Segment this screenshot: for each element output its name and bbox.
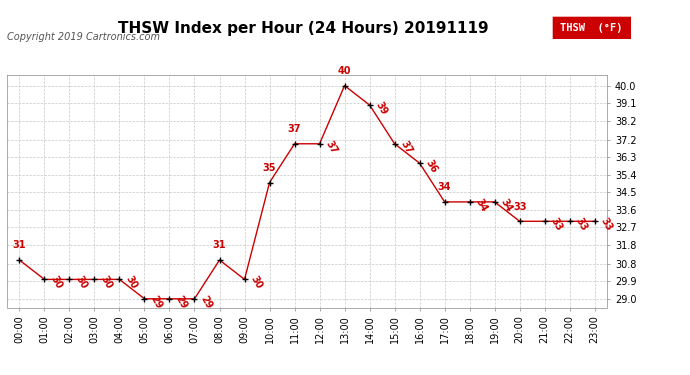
- Text: 39: 39: [373, 100, 388, 117]
- Text: 31: 31: [12, 240, 26, 250]
- Text: 36: 36: [424, 158, 439, 175]
- Text: 30: 30: [98, 274, 114, 291]
- Text: Copyright 2019 Cartronics.com: Copyright 2019 Cartronics.com: [7, 32, 160, 42]
- Text: 33: 33: [549, 216, 564, 233]
- Text: 30: 30: [248, 274, 264, 291]
- Text: 29: 29: [173, 294, 188, 310]
- Text: THSW  (°F): THSW (°F): [560, 23, 623, 33]
- Text: 34: 34: [473, 197, 489, 214]
- Text: 34: 34: [438, 182, 451, 192]
- Text: 37: 37: [324, 139, 339, 156]
- Text: THSW Index per Hour (24 Hours) 20191119: THSW Index per Hour (24 Hours) 20191119: [118, 21, 489, 36]
- Text: 37: 37: [288, 124, 302, 134]
- Text: 33: 33: [513, 202, 526, 211]
- Text: 29: 29: [148, 294, 164, 310]
- Text: 31: 31: [213, 240, 226, 250]
- Text: 30: 30: [48, 274, 63, 291]
- Text: 34: 34: [498, 197, 514, 214]
- Text: 40: 40: [338, 66, 351, 76]
- Text: 30: 30: [124, 274, 139, 291]
- Text: 29: 29: [198, 294, 214, 310]
- Text: 35: 35: [263, 163, 276, 173]
- Text: 33: 33: [598, 216, 614, 233]
- Text: 30: 30: [73, 274, 88, 291]
- Text: 33: 33: [573, 216, 589, 233]
- Text: 37: 37: [398, 139, 414, 156]
